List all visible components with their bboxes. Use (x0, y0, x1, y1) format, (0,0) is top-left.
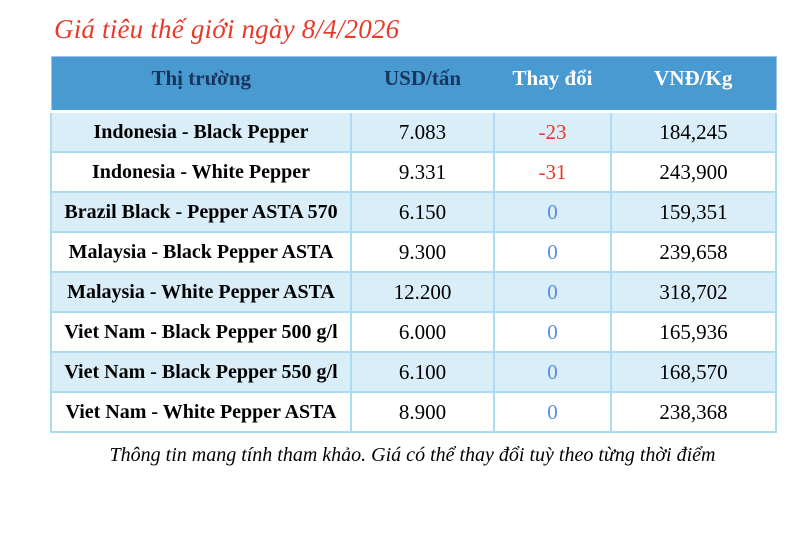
change-cell: 0 (493, 190, 612, 233)
usd-per-ton-cell: 6.100 (350, 350, 495, 393)
usd-per-ton-cell: 7.083 (350, 110, 495, 153)
page-title: Giá tiêu thế giới ngày 8/4/2026 (54, 14, 400, 44)
market-cell: Brazil Black - Pepper ASTA 570 (50, 190, 352, 233)
vnd-per-kg-cell: 159,351 (610, 190, 777, 233)
col-header-vnd-per-kg: VNĐ/Kg (611, 56, 776, 113)
usd-per-ton-cell: 9.331 (350, 150, 495, 193)
change-cell: 0 (493, 350, 612, 393)
col-header-usd-per-ton: USD/tấn (351, 56, 494, 113)
change-cell: 0 (493, 230, 612, 273)
table-row: Viet Nam - White Pepper ASTA 8.900 0 238,36… (50, 390, 777, 433)
market-cell: Indonesia - Black Pepper (50, 110, 352, 153)
table-row: Malaysia - Black Pepper ASTA 9.300 0 239,65… (50, 230, 777, 273)
col-header-market: Thị trường (51, 56, 351, 113)
vnd-per-kg-cell: 239,658 (610, 230, 777, 273)
market-cell: Viet Nam - Black Pepper 500 g/l (50, 310, 352, 353)
vnd-per-kg-cell: 318,702 (610, 270, 777, 313)
market-cell: Viet Nam - Black Pepper 550 g/l (50, 350, 352, 393)
change-cell: -23 (493, 110, 612, 153)
usd-per-ton-cell: 9.300 (350, 230, 495, 273)
usd-per-ton-cell: 6.000 (350, 310, 495, 353)
vnd-per-kg-cell: 243,900 (610, 150, 777, 193)
table-header-row: Thị trường USD/tấn Thay đổi VNĐ/Kg (51, 56, 776, 113)
usd-per-ton-cell: 8.900 (350, 390, 495, 433)
table-row: Indonesia - Black Pepper 7.083 -23 184,245 (50, 110, 777, 153)
table-row: Brazil Black - Pepper ASTA 570 6.150 0 159,… (50, 190, 777, 233)
vnd-per-kg-cell: 168,570 (610, 350, 777, 393)
table-row: Malaysia - White Pepper ASTA 12.200 0 318,7… (50, 270, 777, 313)
usd-per-ton-cell: 6.150 (350, 190, 495, 233)
table-row: Viet Nam - Black Pepper 500 g/l 6.000 0 165… (50, 310, 777, 353)
vnd-per-kg-cell: 238,368 (610, 390, 777, 433)
price-table-body: Indonesia - Black Pepper 7.083 -23 184,245 I… (50, 110, 777, 433)
market-cell: Malaysia - Black Pepper ASTA (50, 230, 352, 273)
price-table: Thị trường USD/tấn Thay đổi VNĐ/Kg Indon… (50, 56, 777, 433)
vnd-per-kg-cell: 184,245 (610, 110, 777, 153)
table-row: Viet Nam - Black Pepper 550 g/l 6.100 0 168… (50, 350, 777, 393)
change-cell: 0 (493, 310, 612, 353)
table-row: Indonesia - White Pepper 9.331 -31 243,900 (50, 150, 777, 193)
market-cell: Viet Nam - White Pepper ASTA (50, 390, 352, 433)
vnd-per-kg-cell: 165,936 (610, 310, 777, 353)
usd-per-ton-cell: 12.200 (350, 270, 495, 313)
col-header-change: Thay đổi (494, 56, 611, 113)
change-cell: 0 (493, 270, 612, 313)
market-cell: Malaysia - White Pepper ASTA (50, 270, 352, 313)
change-cell: 0 (493, 390, 612, 433)
page: Giá tiêu thế giới ngày 8/4/2026 Thị trườ… (50, 14, 777, 466)
market-cell: Indonesia - White Pepper (50, 150, 352, 193)
disclaimer-note: Thông tin mang tính tham khảo. Giá có th… (109, 443, 716, 466)
table-header: Thị trường USD/tấn Thay đổi VNĐ/Kg (51, 56, 776, 113)
change-cell: -31 (493, 150, 612, 193)
